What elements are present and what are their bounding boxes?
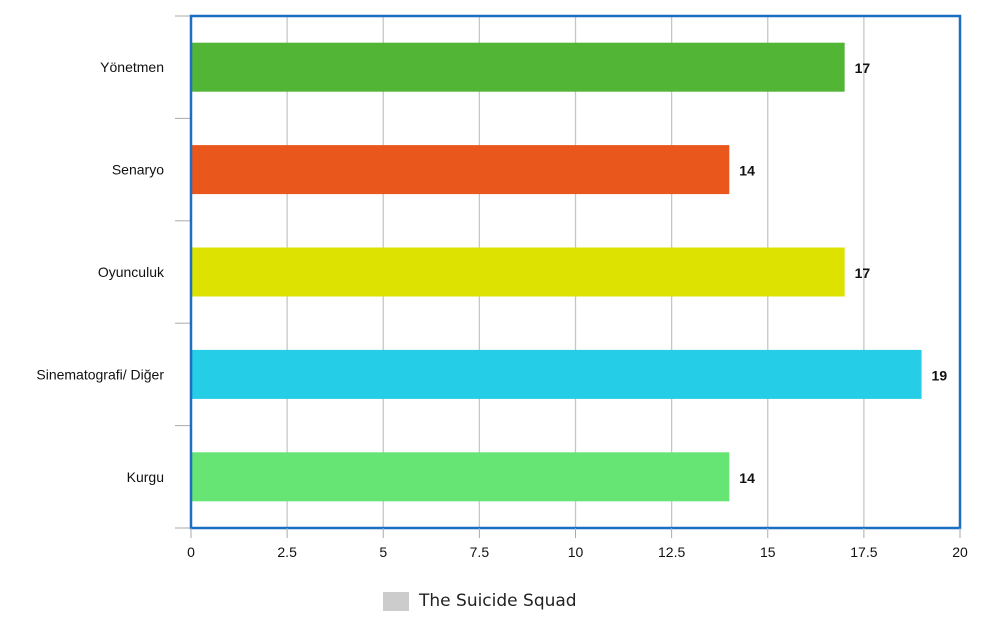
category-label-0: Yönetmen	[100, 59, 164, 75]
data-label-1: 14	[739, 163, 755, 179]
x-tick-label-2: 5	[379, 544, 387, 560]
bar-4	[191, 452, 730, 502]
x-tick-label-4: 10	[568, 544, 584, 560]
bar-1	[191, 145, 730, 195]
data-label-2: 17	[855, 265, 871, 281]
bar-2	[191, 247, 845, 297]
x-tick-label-5: 12.5	[658, 544, 685, 560]
data-label-3: 19	[932, 367, 948, 383]
category-label-1: Senaryo	[112, 162, 164, 178]
bar-0	[191, 42, 845, 92]
x-tick-label-6: 15	[760, 544, 776, 560]
category-label-2: Oyunculuk	[98, 264, 165, 280]
x-tick-label-1: 2.5	[277, 544, 297, 560]
x-tick-label-8: 20	[952, 544, 968, 560]
bar-3	[191, 349, 922, 399]
x-tick-label-7: 17.5	[850, 544, 877, 560]
data-label-0: 17	[855, 60, 871, 76]
legend-swatch	[383, 591, 409, 611]
category-label-4: Kurgu	[127, 469, 164, 485]
x-tick-label-0: 0	[187, 544, 195, 560]
legend[interactable]: The Suicide Squad	[383, 590, 577, 612]
legend-label: The Suicide Squad	[419, 591, 577, 611]
category-label-3: Sinematografi/ Diğer	[36, 366, 164, 382]
data-label-4: 14	[739, 470, 755, 486]
x-tick-label-3: 7.5	[470, 544, 490, 560]
